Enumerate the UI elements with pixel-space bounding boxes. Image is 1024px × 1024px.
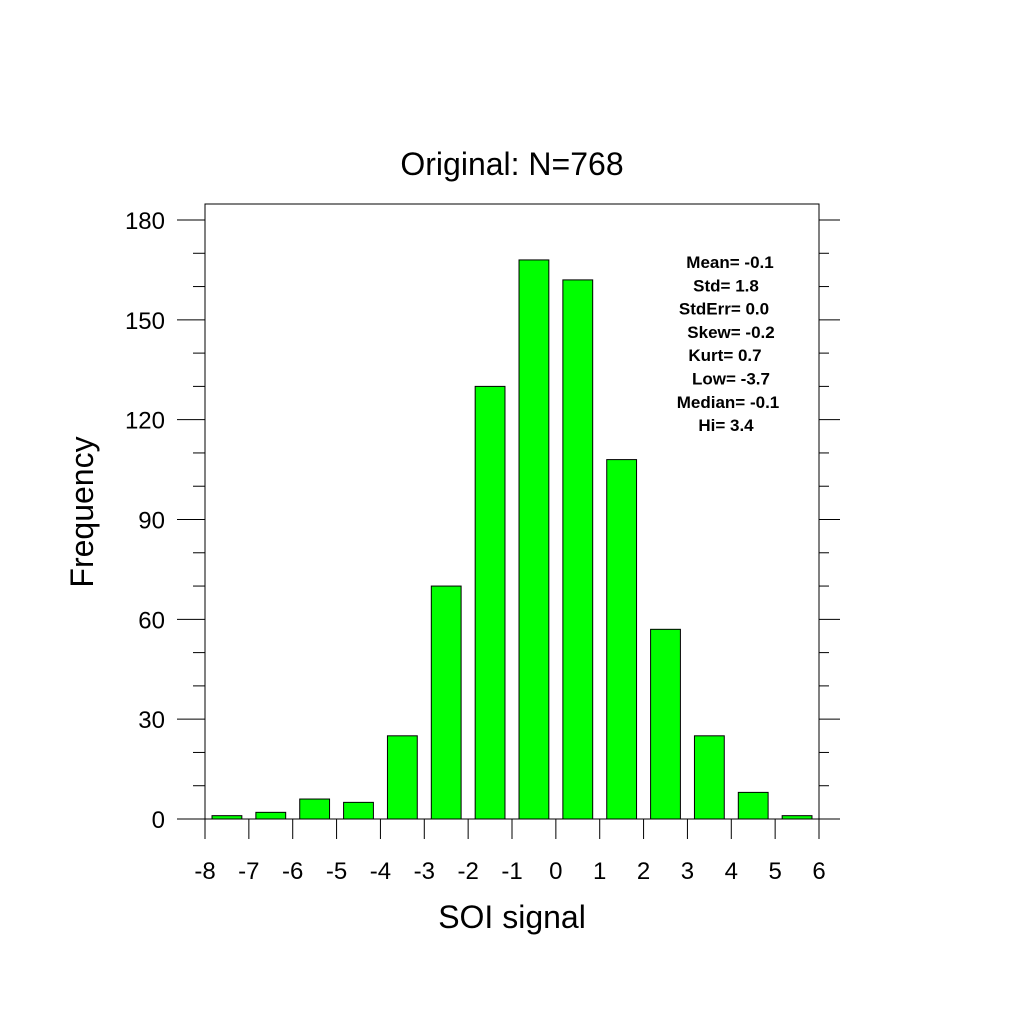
bar bbox=[606, 459, 638, 820]
x-tick-label: -4 bbox=[370, 858, 391, 885]
x-tick-label: -7 bbox=[238, 858, 259, 885]
y-tick-label: 120 bbox=[125, 408, 165, 435]
chart-title: Original: N=768 bbox=[400, 146, 623, 182]
x-tick-label: 5 bbox=[768, 858, 781, 885]
bar bbox=[737, 791, 769, 820]
stats-line: StdErr= 0.0 bbox=[679, 300, 769, 319]
x-tick-label: 2 bbox=[637, 858, 650, 885]
y-tick-label: 180 bbox=[125, 208, 165, 235]
x-tick-label: 1 bbox=[593, 858, 606, 885]
y-tick-label: 60 bbox=[138, 607, 165, 634]
bar bbox=[562, 279, 594, 820]
stats-line: Median= -0.1 bbox=[677, 393, 780, 412]
bars-group bbox=[211, 259, 813, 820]
y-tick-label: 90 bbox=[138, 508, 165, 535]
x-tick-label: -1 bbox=[501, 858, 522, 885]
bar bbox=[693, 735, 725, 820]
bar bbox=[518, 259, 550, 820]
bar bbox=[386, 735, 418, 820]
y-tick-label: 150 bbox=[125, 308, 165, 335]
x-tick-label: 6 bbox=[812, 858, 825, 885]
bar bbox=[650, 628, 681, 820]
bar bbox=[474, 385, 506, 820]
stats-line: Kurt= 0.7 bbox=[688, 346, 761, 365]
stats-line: Std= 1.8 bbox=[693, 276, 759, 295]
x-tick-label: -2 bbox=[457, 858, 478, 885]
stats-line: Mean= -0.1 bbox=[686, 253, 773, 272]
y-tick-label: 30 bbox=[138, 707, 165, 734]
x-tick-label: -8 bbox=[194, 858, 215, 885]
bar bbox=[299, 798, 331, 820]
x-tick-label: 4 bbox=[725, 858, 738, 885]
x-tick-label: 3 bbox=[681, 858, 694, 885]
x-tick-label: -6 bbox=[282, 858, 303, 885]
x-tick-label: -5 bbox=[326, 858, 347, 885]
x-axis-label: SOI signal bbox=[438, 899, 586, 935]
bar bbox=[430, 585, 462, 820]
stats-annotation: Mean= -0.1 Std= 1.8 StdErr= 0.0 Skew= -0.2 K… bbox=[677, 253, 780, 435]
plot-frame bbox=[204, 203, 820, 820]
stats-line: Low= -3.7 bbox=[692, 370, 770, 389]
x-tick-label: -3 bbox=[414, 858, 435, 885]
y-tick-label: 0 bbox=[152, 807, 165, 834]
stats-line: Hi= 3.4 bbox=[698, 416, 754, 435]
bar bbox=[255, 811, 287, 820]
bar bbox=[343, 801, 374, 820]
x-tick-label: 0 bbox=[549, 858, 562, 885]
stats-line: Skew= -0.2 bbox=[687, 323, 774, 342]
y-axis-label: Frequency bbox=[64, 436, 100, 587]
